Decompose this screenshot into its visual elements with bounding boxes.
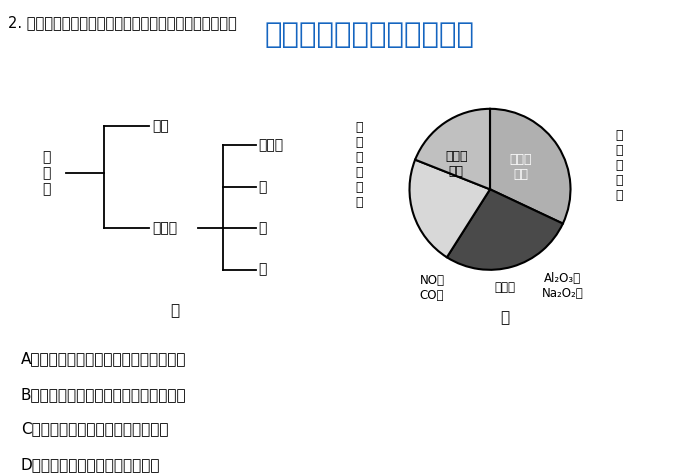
Text: D．碱性氧化物一定是金属氧化物: D．碱性氧化物一定是金属氧化物 bbox=[21, 457, 160, 472]
Text: 盐: 盐 bbox=[259, 263, 267, 277]
Text: Al₂O₃、
Na₂O₂等: Al₂O₃、 Na₂O₂等 bbox=[542, 272, 583, 300]
Text: 甲: 甲 bbox=[170, 304, 180, 318]
Text: A．甲图所示的分类方法属于交叉分类法: A．甲图所示的分类方法属于交叉分类法 bbox=[21, 351, 186, 367]
Text: 单质: 单质 bbox=[153, 119, 169, 133]
Text: 氧化物: 氧化物 bbox=[494, 281, 515, 294]
Text: 酸性氧
化物: 酸性氧 化物 bbox=[445, 149, 468, 178]
Wedge shape bbox=[447, 189, 563, 270]
Text: B．乙图所示的分类方法属于树状分类法: B．乙图所示的分类方法属于树状分类法 bbox=[21, 387, 186, 402]
Text: 非
金
属
氧
化
物: 非 金 属 氧 化 物 bbox=[356, 121, 363, 209]
Text: 乙: 乙 bbox=[500, 311, 509, 326]
Wedge shape bbox=[415, 109, 490, 189]
Text: 碱: 碱 bbox=[259, 221, 267, 235]
Text: C．非金属氧化物一定是酸性氧化物: C．非金属氧化物一定是酸性氧化物 bbox=[21, 421, 168, 436]
Text: 2. 物质的分类如下图所示，由图判断下列说法中正确的是: 2. 物质的分类如下图所示，由图判断下列说法中正确的是 bbox=[8, 15, 237, 30]
Text: 化合物: 化合物 bbox=[153, 221, 178, 235]
Text: 酸: 酸 bbox=[259, 180, 267, 194]
Text: NO、
CO等: NO、 CO等 bbox=[419, 274, 445, 301]
Text: 碱性氧
化物: 碱性氧 化物 bbox=[510, 153, 532, 181]
Text: 氧化物: 氧化物 bbox=[259, 139, 284, 152]
Text: 纯
净
物: 纯 净 物 bbox=[42, 150, 50, 196]
Wedge shape bbox=[490, 109, 570, 224]
Wedge shape bbox=[410, 159, 490, 258]
Text: 微信公众号关注：趣找答案: 微信公众号关注：趣找答案 bbox=[265, 21, 475, 49]
Text: 金
属
氧
化
物: 金 属 氧 化 物 bbox=[615, 129, 622, 202]
